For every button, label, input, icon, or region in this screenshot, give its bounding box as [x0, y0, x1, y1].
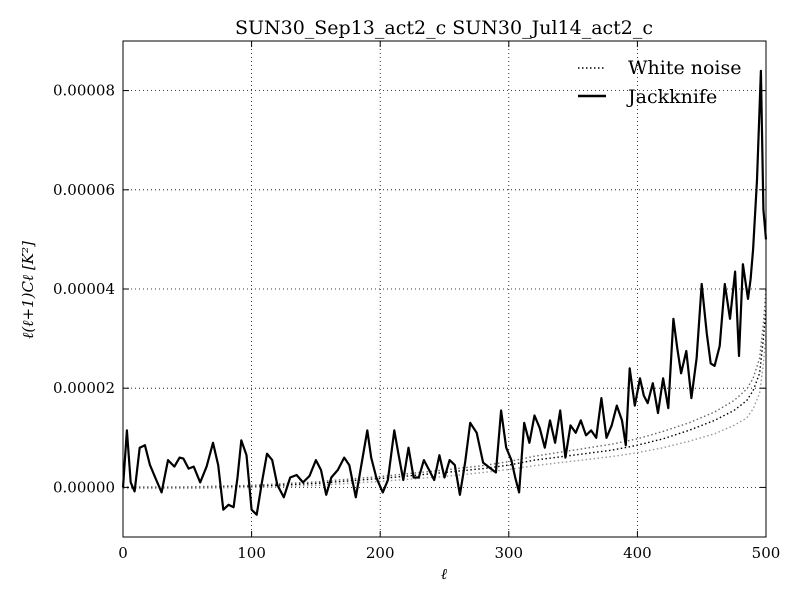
white-noise-series-line-1: [123, 333, 767, 490]
legend: White noise Jackknife: [578, 57, 742, 108]
y-tick-label: 0.00002: [53, 379, 115, 397]
legend-jackknife-label: Jackknife: [626, 86, 717, 108]
grid-lines: [123, 41, 766, 537]
legend-white-noise-label: White noise: [628, 57, 742, 79]
y-tick-label: 0.00006: [53, 181, 115, 199]
chart-title: SUN30_Sep13_act2_c SUN30_Jul14_act2_c: [235, 17, 653, 39]
y-tick-label: 0.00004: [53, 280, 115, 298]
y-tick-label: 0.00008: [53, 82, 115, 100]
x-tick-label: 300: [494, 544, 523, 562]
x-axis-label: ℓ: [441, 565, 447, 583]
axis-ticks: 0 100 200 300 400 500 0.00000 0.00002 0.00004 0.0…: [53, 41, 780, 562]
series-layer: [121, 69, 768, 516]
x-tick-label: 400: [623, 544, 652, 562]
x-tick-label: 100: [237, 544, 266, 562]
jackknife-series-line: [121, 69, 768, 516]
y-axis-label: ℓ(ℓ+1)Cℓ [K²]: [19, 241, 37, 339]
x-tick-label: 200: [366, 544, 395, 562]
y-tick-label: 0.00000: [53, 478, 115, 496]
x-tick-label: 500: [752, 544, 781, 562]
x-tick-label: 0: [118, 544, 128, 562]
